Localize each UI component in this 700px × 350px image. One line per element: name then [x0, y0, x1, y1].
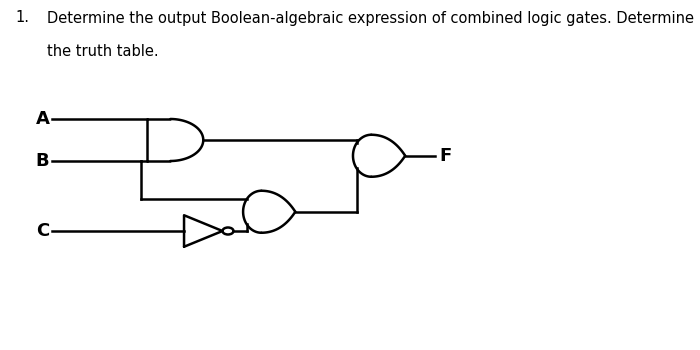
Text: 1.: 1.: [15, 10, 29, 26]
Text: B: B: [36, 152, 50, 170]
Text: A: A: [36, 110, 50, 128]
Text: C: C: [36, 222, 50, 240]
Text: the truth table.: the truth table.: [47, 44, 158, 59]
Text: F: F: [439, 147, 452, 165]
Text: Determine the output Boolean-algebraic expression of combined logic gates. Deter: Determine the output Boolean-algebraic e…: [47, 10, 694, 26]
